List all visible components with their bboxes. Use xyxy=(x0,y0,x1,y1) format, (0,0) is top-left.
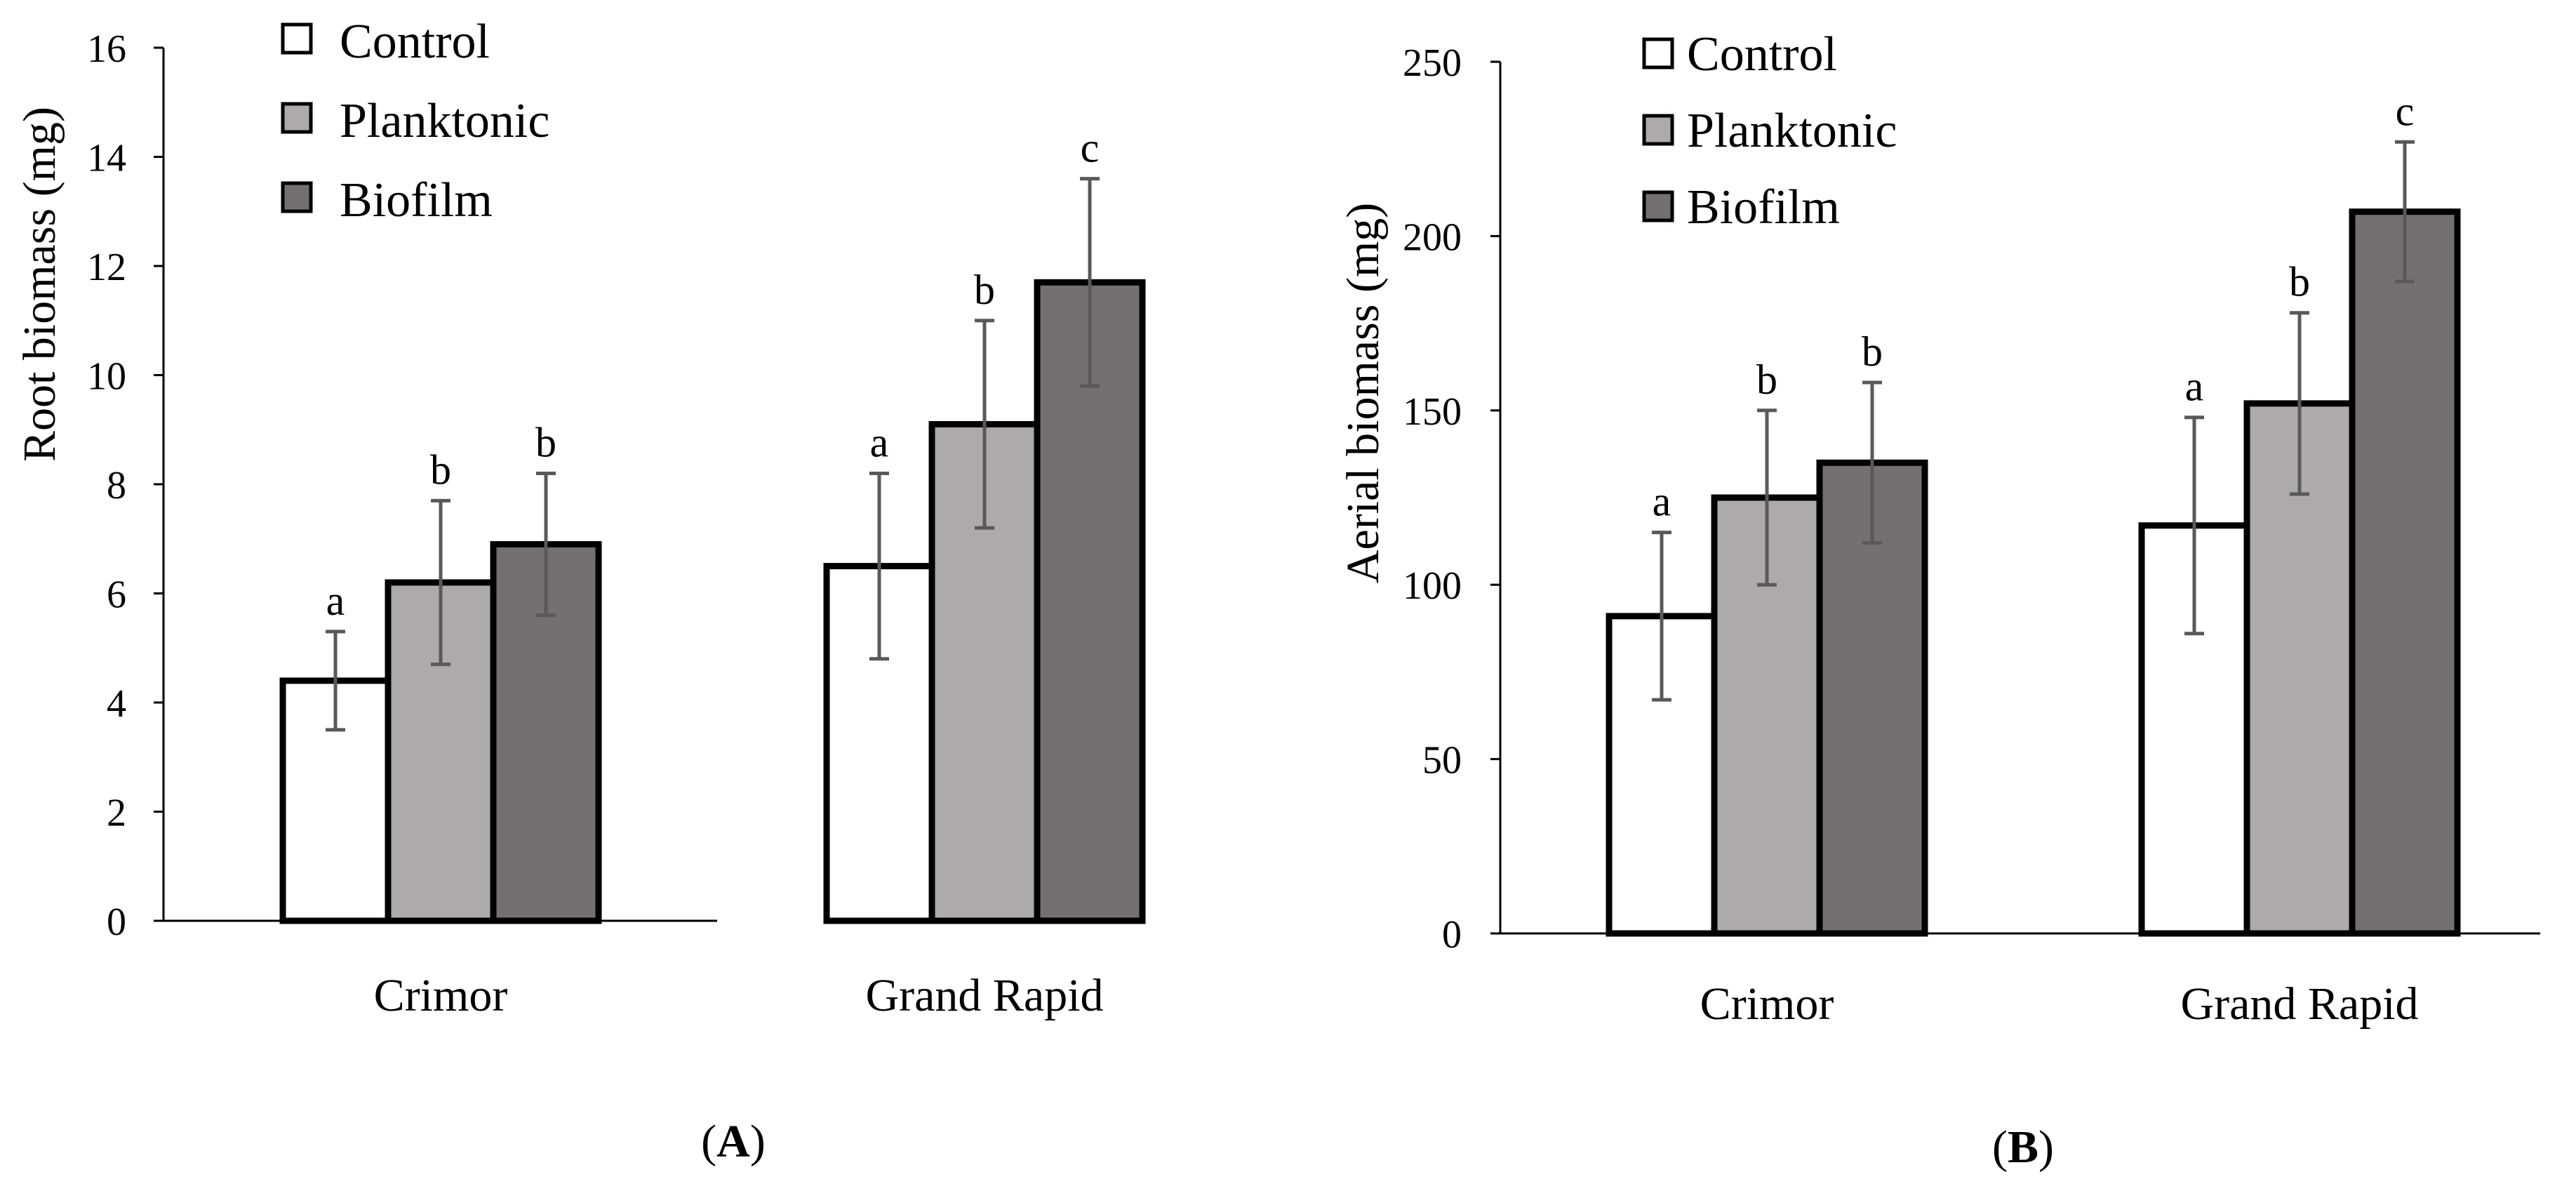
legend-label-control: Control xyxy=(340,15,490,69)
panel-label-a: (A) xyxy=(701,1116,766,1167)
significance-labels: a a b b b c xyxy=(1653,88,2415,524)
error-bar-grand-rapid-control xyxy=(869,471,889,661)
legend-label-biofilm: Biofilm xyxy=(1687,180,1840,234)
legend-label-biofilm: Biofilm xyxy=(340,173,493,227)
legend-swatch-planktonic xyxy=(281,102,313,134)
error-bars xyxy=(1652,140,2415,702)
legend-item-biofilm: Biofilm xyxy=(281,173,493,227)
legend-swatch-biofilm xyxy=(1642,190,1674,222)
y-axis-title: Aerial biomass (mg) xyxy=(1337,203,1389,584)
legend-swatch-control xyxy=(1642,37,1674,69)
y-tick-label: 12 xyxy=(87,246,126,289)
legend-item-biofilm: Biofilm xyxy=(1642,180,1840,234)
y-tick-label: 150 xyxy=(1403,390,1462,434)
legend-label-control: Control xyxy=(1687,27,1837,81)
y-tick-label: 4 xyxy=(107,682,126,726)
significance-label-crimor-planktonic: b xyxy=(430,446,451,493)
legend-item-planktonic: Planktonic xyxy=(1642,104,1897,158)
x-axis: Crimor Grand Rapid xyxy=(162,48,1104,1021)
error-bar-crimor-control xyxy=(326,630,345,732)
significance-label-crimor-planktonic: b xyxy=(1756,357,1777,403)
legend-swatch-biofilm xyxy=(281,181,313,213)
y-tick-label: 0 xyxy=(107,900,126,944)
significance-label-grand-rapid-control: a xyxy=(2185,364,2204,410)
y-tick-label: 250 xyxy=(1403,41,1462,85)
y-axis-title: Root biomass (mg) xyxy=(14,107,65,462)
legend-item-control: Control xyxy=(1642,27,1837,81)
y-tick-label: 2 xyxy=(107,792,126,835)
legend-item-control: Control xyxy=(281,15,490,69)
error-bar-grand-rapid-biofilm xyxy=(2395,140,2415,284)
y-tick-label: 8 xyxy=(107,464,126,507)
legend-swatch-control xyxy=(281,22,313,55)
y-tick-label: 0 xyxy=(1442,913,1462,957)
chart-aerial-biomass: Aerial biomass (mg) 0 50 100 150 200 250 a a b b… xyxy=(1337,27,2540,1173)
panel-label-b: (B) xyxy=(1992,1122,2054,1173)
significance-label-crimor-control: a xyxy=(1653,479,1671,525)
error-bar-crimor-biofilm xyxy=(1862,380,1882,545)
error-bar-grand-rapid-biofilm xyxy=(1080,177,1100,388)
error-bar-grand-rapid-control xyxy=(2184,415,2204,636)
y-tick-labels: 0 2 4 6 8 10 12 14 16 xyxy=(87,27,163,944)
legend-label-planktonic: Planktonic xyxy=(1687,104,1897,158)
legend-swatch-planktonic xyxy=(1642,114,1674,146)
bar-grand-rapid-biofilm xyxy=(2349,208,2461,937)
significance-label-grand-rapid-control: a xyxy=(870,419,889,465)
significance-label-grand-rapid-biofilm: c xyxy=(2396,88,2415,134)
y-tick-label: 200 xyxy=(1403,215,1462,259)
significance-label-grand-rapid-planktonic: b xyxy=(2289,259,2310,305)
y-tick-label: 100 xyxy=(1403,564,1462,608)
bars xyxy=(279,279,1146,924)
legend: Control Planktonic Biofilm xyxy=(281,15,549,227)
bars xyxy=(1606,208,2461,937)
error-bars xyxy=(326,177,1100,732)
significance-label-grand-rapid-planktonic: b xyxy=(974,267,995,313)
x-axis: Crimor Grand Rapid xyxy=(1499,62,2540,1030)
bar-grand-rapid-biofilm xyxy=(1034,279,1146,924)
y-tick-label: 14 xyxy=(87,137,126,180)
error-bar-crimor-control xyxy=(1652,531,1671,702)
y-tick-label: 10 xyxy=(87,355,126,399)
legend: Control Planktonic Biofilm xyxy=(1642,27,1897,234)
error-bar-crimor-biofilm xyxy=(536,471,556,618)
category-label-grand-rapid: Grand Rapid xyxy=(2180,978,2418,1030)
category-label-crimor: Crimor xyxy=(374,970,508,1021)
y-tick-label: 50 xyxy=(1422,739,1462,783)
significance-label-crimor-biofilm: b xyxy=(1862,328,1883,375)
error-bar-grand-rapid-planktonic xyxy=(2290,311,2309,496)
y-tick-label: 16 xyxy=(87,27,126,71)
significance-label-crimor-biofilm: b xyxy=(535,419,556,465)
error-bar-crimor-planktonic xyxy=(431,498,451,667)
y-tick-label: 6 xyxy=(107,573,126,617)
legend-label-planktonic: Planktonic xyxy=(340,94,549,148)
significance-labels: a a b b b c xyxy=(326,125,1100,624)
significance-label-grand-rapid-biofilm: c xyxy=(1081,125,1100,171)
legend-item-planktonic: Planktonic xyxy=(281,94,549,148)
error-bar-grand-rapid-planktonic xyxy=(975,319,994,530)
y-tick-labels: 0 50 100 150 200 250 xyxy=(1403,41,1500,957)
significance-label-crimor-control: a xyxy=(326,578,345,624)
error-bar-crimor-planktonic xyxy=(1757,408,1777,587)
category-label-grand-rapid: Grand Rapid xyxy=(865,970,1103,1021)
category-label-crimor: Crimor xyxy=(1700,978,1834,1030)
chart-root-biomass: Root biomass (mg) 0 2 4 6 8 10 12 14 16 a a b b b c C… xyxy=(14,15,1146,1167)
